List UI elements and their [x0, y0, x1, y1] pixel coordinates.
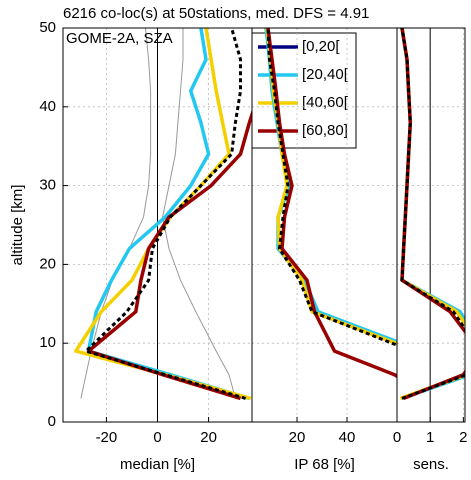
legend-label: [20,40[	[302, 66, 349, 83]
y-tick-label: 20	[39, 255, 56, 272]
x-tick-label: 20	[200, 429, 217, 446]
legend-label: [60,80]	[302, 122, 348, 139]
x-tick-label: 20	[289, 429, 306, 446]
y-axis-label: altitude [km]	[9, 185, 26, 266]
x-tick-label: 40	[339, 429, 356, 446]
x-axis-label: IP 68 [%]	[294, 456, 355, 473]
profile-line	[84, 28, 247, 400]
profile-line	[265, 28, 397, 346]
legend-label: [40,60[	[302, 94, 349, 111]
x-axis-label: median [%]	[120, 456, 195, 473]
x-tick-label: 2	[459, 429, 467, 446]
x-tick-label: 0	[393, 429, 401, 446]
y-tick-label: 40	[39, 98, 56, 115]
panel	[252, 28, 397, 422]
x-tick-label: 0	[153, 429, 161, 446]
profile-line	[266, 28, 397, 347]
y-tick-label: 50	[39, 19, 56, 36]
x-axis-label: sens.	[413, 456, 449, 473]
panel	[397, 28, 465, 422]
x-tick-label: 1	[426, 429, 434, 446]
profile-line	[400, 28, 465, 400]
y-tick-label: 10	[39, 334, 56, 351]
profile-line	[266, 28, 397, 379]
panel-frame	[396, 27, 466, 423]
y-tick-label: 0	[48, 413, 56, 430]
panel	[63, 28, 252, 422]
profile-line	[399, 28, 465, 401]
x-tick-label: -20	[96, 429, 118, 446]
y-tick-label: 30	[39, 177, 56, 194]
annotation: GOME-2A, SZA	[66, 30, 173, 47]
legend-label: [0,20[	[302, 38, 340, 55]
chart-title: 6216 co-loc(s) at 50stations, med. DFS =…	[63, 5, 369, 22]
